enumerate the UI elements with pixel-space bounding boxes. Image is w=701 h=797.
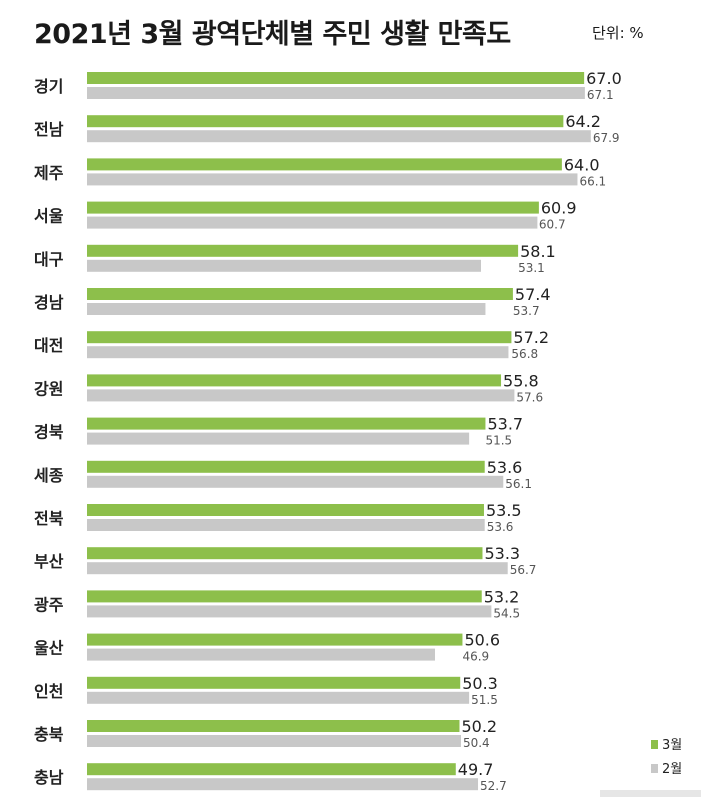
- category-label: 울산: [34, 639, 64, 658]
- bar-feb: [87, 346, 509, 359]
- bar-march: [87, 720, 460, 732]
- bar-feb: [87, 87, 585, 99]
- category-label: 대구: [34, 250, 64, 269]
- value-label-march: 53.7: [487, 415, 523, 434]
- legend-swatch-feb: [651, 764, 658, 773]
- bar-march: [87, 547, 483, 560]
- legend-swatch-march: [651, 740, 658, 749]
- category-label: 서울: [34, 207, 64, 226]
- bar-feb: [87, 605, 492, 618]
- value-label-march: 55.8: [503, 371, 539, 390]
- value-label-feb: 53.6: [487, 520, 514, 534]
- value-label-march: 50.3: [462, 674, 498, 693]
- value-label-feb: 46.9: [462, 650, 489, 664]
- category-label: 충남: [34, 768, 64, 787]
- category-label: 충북: [34, 725, 64, 744]
- value-label-march: 60.9: [541, 199, 577, 218]
- bar-feb: [87, 216, 538, 229]
- bar-feb: [87, 735, 461, 747]
- value-label-march: 50.2: [461, 717, 497, 736]
- value-label-feb: 67.1: [587, 88, 614, 102]
- legend-label-feb: 2월: [662, 762, 682, 777]
- value-label-march: 53.3: [484, 544, 520, 563]
- bar-feb: [87, 519, 485, 531]
- value-label-feb: 51.5: [471, 693, 498, 707]
- value-label-feb: 60.7: [539, 218, 566, 232]
- bar-feb: [87, 778, 479, 791]
- value-label-march: 64.2: [565, 112, 601, 131]
- value-label-feb: 57.6: [516, 390, 543, 404]
- bar-march: [87, 460, 485, 473]
- value-label-march: 49.7: [458, 760, 494, 779]
- value-label-march: 57.4: [515, 285, 551, 304]
- category-label: 광주: [34, 595, 64, 614]
- bar-feb: [87, 475, 504, 488]
- bar-feb: [87, 648, 435, 661]
- value-label-feb: 51.5: [485, 434, 512, 448]
- bar-feb: [87, 691, 470, 704]
- value-label-march: 57.2: [513, 328, 549, 347]
- value-label-feb: 54.5: [493, 606, 520, 620]
- bar-march: [87, 504, 484, 516]
- category-label: 경기: [34, 77, 63, 96]
- bar-march: [87, 115, 564, 128]
- bar-feb: [87, 432, 470, 445]
- bar-march: [87, 288, 513, 300]
- category-label: 세종: [34, 466, 64, 485]
- value-label-feb: 66.1: [579, 174, 606, 188]
- value-label-march: 50.6: [464, 631, 500, 650]
- bar-feb: [87, 173, 578, 186]
- bar-feb: [87, 259, 482, 272]
- category-label: 경남: [34, 293, 64, 312]
- category-label: 전북: [34, 509, 64, 528]
- legend-label-march: 3월: [662, 738, 682, 753]
- value-label-feb: 56.7: [510, 563, 537, 577]
- value-label-feb: 52.7: [480, 779, 507, 793]
- bar-march: [87, 417, 486, 430]
- bar-feb: [87, 562, 508, 575]
- bottom-divider: [600, 790, 701, 797]
- category-label: 제주: [34, 163, 64, 182]
- value-label-march: 58.1: [520, 242, 556, 261]
- legend: 3월 2월: [651, 738, 682, 777]
- unit-label: 단위: %: [592, 24, 644, 42]
- bar-march: [87, 244, 519, 257]
- value-label-feb: 50.4: [463, 736, 490, 750]
- value-label-feb: 53.1: [518, 261, 545, 275]
- category-label: 강원: [34, 379, 63, 398]
- chart-title: 2021년 3월 광역단체별 주민 생활 만족도: [34, 19, 511, 50]
- category-label: 인천: [34, 682, 63, 701]
- bar-feb: [87, 303, 486, 315]
- bar-feb: [87, 130, 591, 143]
- bar-feb: [87, 389, 515, 402]
- category-label: 전남: [34, 120, 64, 139]
- value-label-feb: 53.7: [513, 304, 540, 318]
- value-label-feb: 56.1: [505, 477, 532, 491]
- category-label: 경북: [34, 423, 64, 442]
- value-label-march: 53.5: [486, 501, 522, 520]
- bar-march: [87, 72, 585, 84]
- value-label-march: 67.0: [586, 69, 622, 88]
- value-label-march: 64.0: [564, 155, 600, 174]
- bar-march: [87, 590, 482, 603]
- value-label-march: 53.2: [484, 587, 520, 606]
- bar-march: [87, 676, 461, 689]
- value-label-feb: 67.9: [593, 131, 620, 145]
- bar-march: [87, 201, 539, 214]
- bar-march: [87, 763, 456, 776]
- value-label-feb: 56.8: [511, 347, 538, 361]
- bar-march: [87, 331, 512, 344]
- bar-march: [87, 374, 502, 387]
- bar-march: [87, 158, 562, 171]
- category-label: 부산: [34, 552, 64, 571]
- category-label: 대전: [34, 336, 63, 355]
- value-label-march: 53.6: [487, 458, 523, 477]
- bar-march: [87, 633, 463, 646]
